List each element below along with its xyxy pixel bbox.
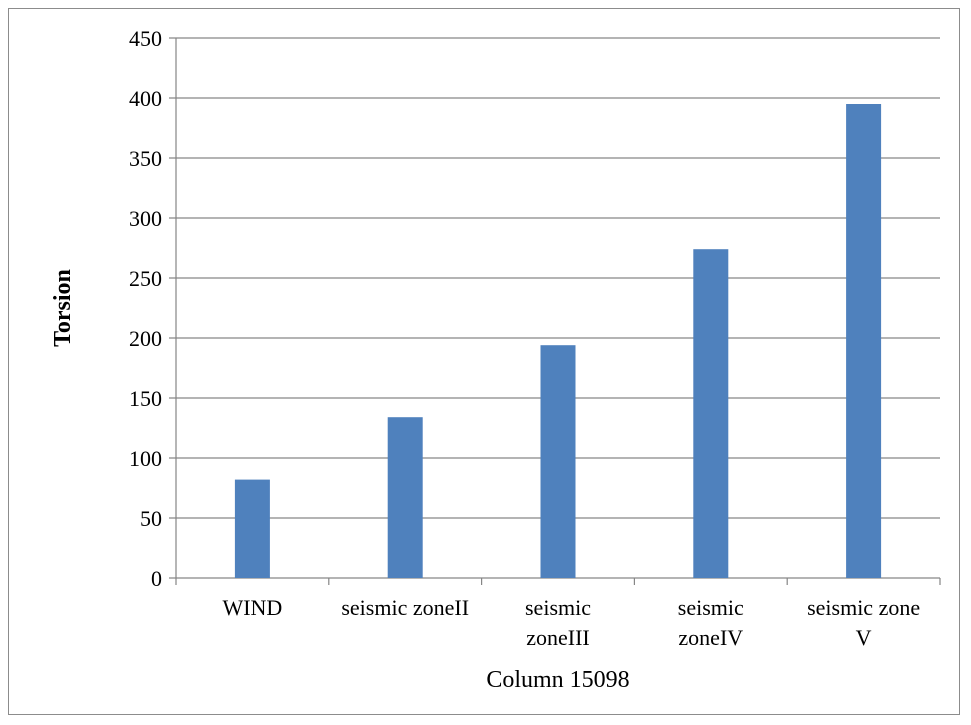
y-tick-label-350: 350 <box>129 146 162 171</box>
x-axis-label: Column 15098 <box>486 667 629 693</box>
bar-3 <box>693 249 729 578</box>
y-tick-label-450: 450 <box>129 26 162 51</box>
y-axis-label: Torsion <box>50 269 76 347</box>
bar-4 <box>846 104 882 578</box>
chart-frame <box>8 8 960 715</box>
x-category-label-3: seismic zoneIV <box>678 595 744 650</box>
gridlines <box>169 37 941 585</box>
y-tick-label-0: 0 <box>151 566 162 591</box>
x-category-label-0: WIND <box>222 595 282 620</box>
y-tick-label-50: 50 <box>140 506 162 531</box>
y-tick-labels: 0 50 100 150 200 250 300 350 400 450 <box>129 26 162 591</box>
x-category-label-4: seismic zone V <box>807 595 920 650</box>
y-tick-label-200: 200 <box>129 326 162 351</box>
x-category-labels: WIND seismic zoneII seismic zoneIII seismic z… <box>222 595 920 650</box>
y-tick-label-300: 300 <box>129 206 162 231</box>
y-tick-label-100: 100 <box>129 446 162 471</box>
bar-0 <box>234 479 270 578</box>
y-tick-label-250: 250 <box>129 266 162 291</box>
y-tick-label-400: 400 <box>129 86 162 111</box>
x-category-label-2: seismic zoneIII <box>525 595 591 650</box>
bar-2 <box>540 345 576 578</box>
bar-1 <box>387 417 423 578</box>
y-tick-label-150: 150 <box>129 386 162 411</box>
x-category-label-1: seismic zoneII <box>341 595 469 620</box>
bars <box>234 104 882 578</box>
